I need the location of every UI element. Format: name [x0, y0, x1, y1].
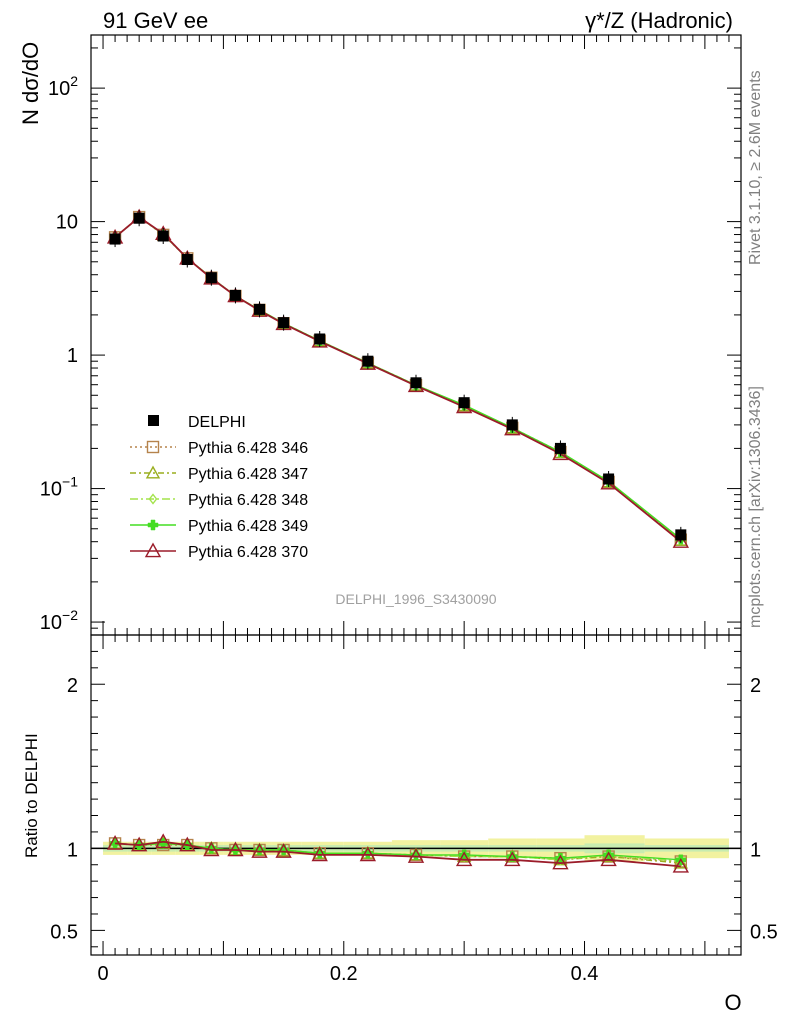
ratio-tick-label: 2: [67, 675, 78, 697]
legend-marker: [145, 465, 161, 479]
series-ratio-point: [179, 836, 196, 852]
series-4: [109, 211, 687, 866]
legend-label: Pythia 6.428 349: [188, 518, 308, 535]
series-ratio-line: [115, 840, 681, 868]
series-ratio-point: [455, 851, 473, 867]
x-tick-label: 0.4: [571, 963, 599, 985]
series-ratio-point: [130, 836, 148, 852]
legend-label: Pythia 6.428 370: [188, 544, 308, 561]
header-left: 91 GeV ee: [103, 8, 208, 33]
legend-label: Pythia 6.428 346: [188, 440, 308, 457]
legend-label: Pythia 6.428 347: [188, 466, 308, 483]
y-axis-label: N dσ/dO: [18, 42, 43, 125]
series-point: [672, 533, 690, 548]
ratio-tick-label: 1: [67, 839, 78, 861]
series-ratio-point: [311, 846, 328, 862]
ratio-tick-label-right: 1: [750, 839, 761, 861]
series-ratio-point: [407, 848, 425, 863]
ratio-tick-label: 0.5: [50, 921, 78, 943]
series-ratio-point: [203, 841, 220, 857]
series-ratio-point: [600, 851, 617, 867]
series-ratio-point: [359, 846, 377, 862]
ratio-frame: [90, 634, 742, 956]
legend-label-data: DELPHI: [188, 414, 246, 431]
series-ratio-point: [552, 854, 569, 870]
series-ratio-point: [504, 851, 521, 867]
series-ratio-point: [106, 834, 124, 850]
x-tick-label: 0: [97, 963, 108, 985]
legend-marker: [148, 493, 158, 505]
ratio-y-axis-label: Ratio to DELPHI: [22, 733, 41, 858]
series-ratio-point: [672, 857, 690, 873]
y-tick-label: 10−1: [40, 474, 78, 501]
y-tick-label: 1: [67, 345, 78, 367]
legend: DELPHI Pythia 6.428 346 Pythia 6.428 347 Py…: [130, 414, 308, 561]
x-tick-label: 0.2: [330, 963, 358, 985]
ratio-tick-label-right: 0.5: [750, 921, 778, 943]
y-tick-label: 102: [48, 73, 78, 100]
series-ratio-point: [507, 851, 518, 862]
legend-marker-data: [148, 415, 159, 426]
legend-marker: [144, 542, 162, 558]
series-ratio-point: [275, 843, 292, 858]
series-ratio-point: [155, 833, 172, 849]
y-tick-label: 10: [56, 212, 78, 234]
legend-marker: [147, 519, 159, 531]
series-5: [106, 208, 690, 873]
series-2: [107, 209, 689, 869]
series-3: [110, 211, 686, 868]
x-axis-label: O: [724, 990, 741, 1015]
series-line: [114, 215, 682, 543]
rivet-label: Rivet 3.1.10, ≥ 2.6M events: [747, 70, 764, 265]
header-right: γ*/Z (Hadronic): [585, 8, 733, 33]
legend-marker: [146, 440, 160, 454]
y-tick-label: 10−2: [40, 607, 78, 634]
legend-label: Pythia 6.428 348: [188, 492, 308, 509]
watermark: DELPHI_1996_S3430090: [335, 591, 496, 607]
ratio-tick-label-right: 2: [750, 675, 761, 697]
mcplots-label: mcplots.cern.ch [arXiv:1306.3436]: [747, 386, 764, 628]
series-ratio-point: [251, 843, 268, 858]
series-1: [108, 210, 688, 868]
series-ratio-point: [227, 841, 244, 857]
